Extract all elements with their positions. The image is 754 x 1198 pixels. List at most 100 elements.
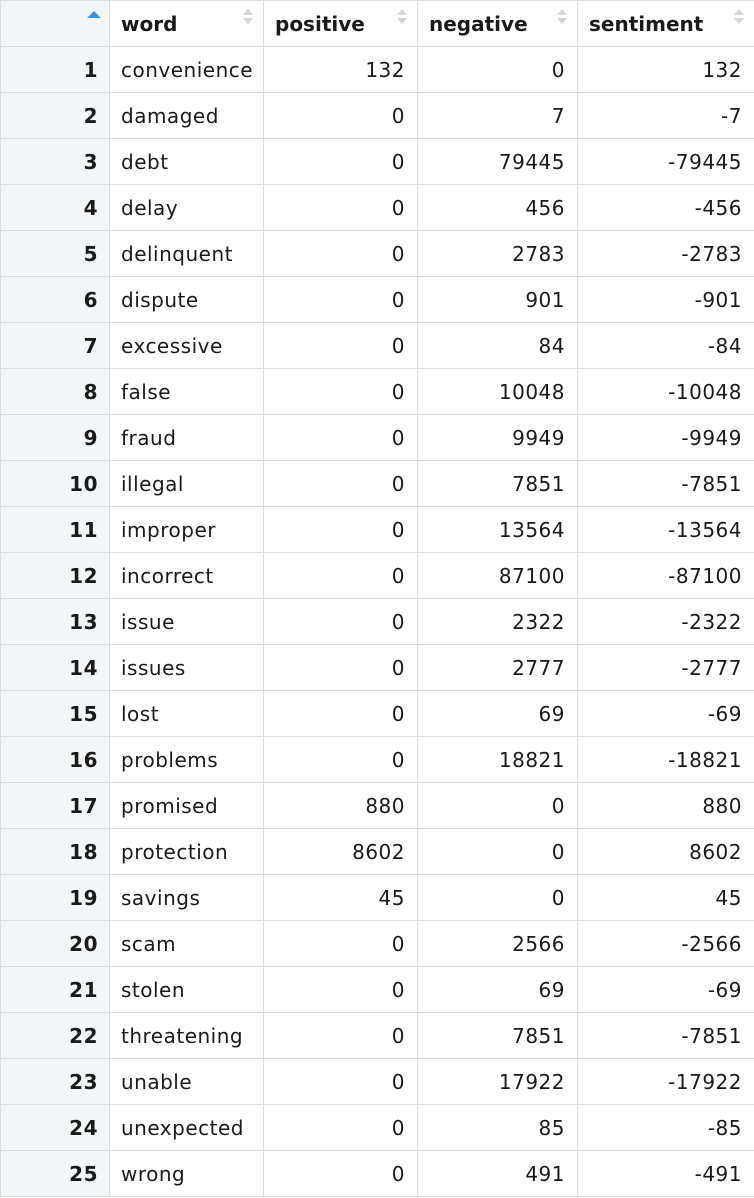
column-header-sentiment[interactable]: sentiment	[577, 0, 754, 47]
cell-negative: 2777	[417, 644, 578, 691]
row-index-cell: 23	[0, 1058, 110, 1105]
cell-sentiment: 8602	[577, 828, 754, 875]
cell-positive: 132	[263, 46, 418, 93]
column-header-label: positive	[275, 11, 365, 36]
table-row[interactable]: 4 delay 0 456 -456	[0, 184, 754, 231]
cell-positive: 880	[263, 782, 418, 829]
table-row[interactable]: 7 excessive 0 84 -84	[0, 322, 754, 369]
table-row[interactable]: 22 threatening 0 7851 -7851	[0, 1012, 754, 1059]
column-header-word[interactable]: word	[109, 0, 264, 47]
cell-negative: 69	[417, 690, 578, 737]
cell-positive: 0	[263, 1058, 418, 1105]
cell-sentiment: -491	[577, 1150, 754, 1197]
row-index-cell: 10	[0, 460, 110, 507]
cell-positive: 0	[263, 736, 418, 783]
table-row[interactable]: 17 promised 880 0 880	[0, 782, 754, 829]
row-index-cell: 25	[0, 1150, 110, 1197]
cell-negative: 13564	[417, 506, 578, 553]
cell-sentiment: -456	[577, 184, 754, 231]
cell-positive: 0	[263, 690, 418, 737]
row-index-cell: 1	[0, 46, 110, 93]
column-header-label: negative	[429, 11, 528, 36]
column-header-positive[interactable]: positive	[263, 0, 418, 47]
cell-word: fraud	[109, 414, 264, 461]
sort-toggle-icon[interactable]	[557, 9, 567, 29]
cell-word: improper	[109, 506, 264, 553]
table-row[interactable]: 11 improper 0 13564 -13564	[0, 506, 754, 553]
table-row[interactable]: 2 damaged 0 7 -7	[0, 92, 754, 139]
cell-word: debt	[109, 138, 264, 185]
cell-negative: 491	[417, 1150, 578, 1197]
table-row[interactable]: 25 wrong 0 491 -491	[0, 1150, 754, 1197]
table-row[interactable]: 24 unexpected 0 85 -85	[0, 1104, 754, 1151]
cell-sentiment: -2783	[577, 230, 754, 277]
cell-sentiment: -13564	[577, 506, 754, 553]
table-row[interactable]: 21 stolen 0 69 -69	[0, 966, 754, 1013]
row-index-cell: 4	[0, 184, 110, 231]
cell-word: lost	[109, 690, 264, 737]
cell-word: dispute	[109, 276, 264, 323]
cell-word: illegal	[109, 460, 264, 507]
row-index-cell: 14	[0, 644, 110, 691]
table-row[interactable]: 18 protection 8602 0 8602	[0, 828, 754, 875]
cell-positive: 0	[263, 92, 418, 139]
column-header-negative[interactable]: negative	[417, 0, 578, 47]
table-row[interactable]: 12 incorrect 0 87100 -87100	[0, 552, 754, 599]
cell-positive: 0	[263, 920, 418, 967]
cell-sentiment: -87100	[577, 552, 754, 599]
table-row[interactable]: 8 false 0 10048 -10048	[0, 368, 754, 415]
cell-sentiment: -84	[577, 322, 754, 369]
table-row[interactable]: 6 dispute 0 901 -901	[0, 276, 754, 323]
cell-word: delay	[109, 184, 264, 231]
column-header-label: word	[121, 11, 178, 36]
row-index-cell: 3	[0, 138, 110, 185]
cell-word: promised	[109, 782, 264, 829]
cell-word: delinquent	[109, 230, 264, 277]
cell-positive: 0	[263, 1104, 418, 1151]
table-row[interactable]: 10 illegal 0 7851 -7851	[0, 460, 754, 507]
cell-word: unexpected	[109, 1104, 264, 1151]
cell-positive: 8602	[263, 828, 418, 875]
cell-positive: 0	[263, 368, 418, 415]
cell-negative: 69	[417, 966, 578, 1013]
cell-positive: 0	[263, 138, 418, 185]
table-row[interactable]: 19 savings 45 0 45	[0, 874, 754, 921]
row-index-cell: 21	[0, 966, 110, 1013]
sort-toggle-icon[interactable]	[734, 9, 744, 29]
table-row[interactable]: 23 unable 0 17922 -17922	[0, 1058, 754, 1105]
cell-positive: 0	[263, 1012, 418, 1059]
cell-negative: 79445	[417, 138, 578, 185]
row-index-cell: 19	[0, 874, 110, 921]
cell-negative: 18821	[417, 736, 578, 783]
row-index-cell: 18	[0, 828, 110, 875]
cell-positive: 45	[263, 874, 418, 921]
table-row[interactable]: 16 problems 0 18821 -18821	[0, 736, 754, 783]
cell-negative: 7	[417, 92, 578, 139]
cell-negative: 0	[417, 782, 578, 829]
sort-toggle-icon[interactable]	[243, 9, 253, 29]
cell-negative: 87100	[417, 552, 578, 599]
header-row: word positive negative sentiment	[0, 0, 754, 47]
cell-sentiment: -69	[577, 690, 754, 737]
table-row[interactable]: 15 lost 0 69 -69	[0, 690, 754, 737]
cell-positive: 0	[263, 552, 418, 599]
cell-negative: 7851	[417, 460, 578, 507]
sort-toggle-icon[interactable]	[397, 9, 407, 29]
table-row[interactable]: 20 scam 0 2566 -2566	[0, 920, 754, 967]
cell-sentiment: -7851	[577, 460, 754, 507]
table-row[interactable]: 1 convenience 132 0 132	[0, 46, 754, 93]
table-row[interactable]: 9 fraud 0 9949 -9949	[0, 414, 754, 461]
row-index-cell: 15	[0, 690, 110, 737]
cell-positive: 0	[263, 506, 418, 553]
cell-positive: 0	[263, 184, 418, 231]
row-index-cell: 6	[0, 276, 110, 323]
table-row[interactable]: 14 issues 0 2777 -2777	[0, 644, 754, 691]
table-row[interactable]: 5 delinquent 0 2783 -2783	[0, 230, 754, 277]
cell-negative: 456	[417, 184, 578, 231]
cell-word: convenience	[109, 46, 264, 93]
cell-word: problems	[109, 736, 264, 783]
table-row[interactable]: 3 debt 0 79445 -79445	[0, 138, 754, 185]
table-row[interactable]: 13 issue 0 2322 -2322	[0, 598, 754, 645]
row-index-header[interactable]	[0, 0, 110, 47]
